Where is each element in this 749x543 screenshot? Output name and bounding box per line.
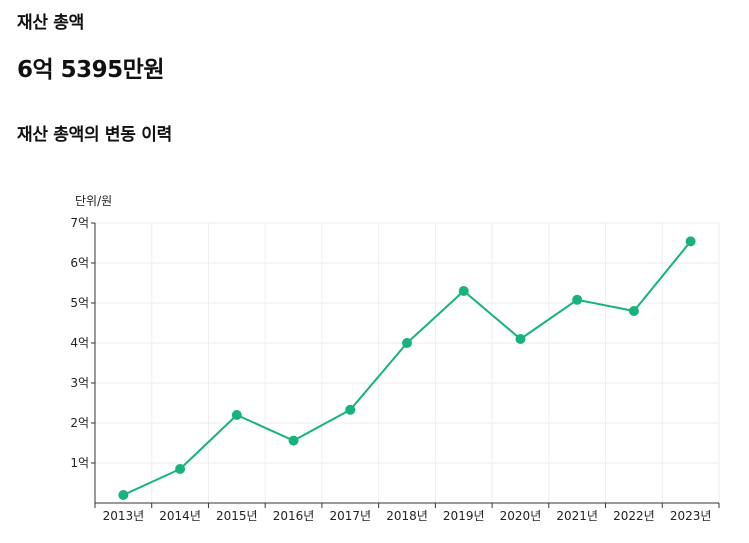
x-tick-label: 2018년	[386, 509, 428, 523]
x-tick-label: 2017년	[329, 509, 371, 523]
data-point	[231, 410, 242, 420]
data-point	[572, 294, 583, 305]
y-tick-label: 6억	[70, 256, 89, 270]
x-tick-label: 2023년	[670, 509, 712, 523]
data-point	[175, 464, 186, 474]
x-tick-label: 2019년	[443, 509, 485, 523]
data-point	[515, 334, 526, 344]
data-point	[345, 404, 356, 415]
y-tick-label: 4억	[70, 336, 89, 350]
data-point	[458, 286, 469, 296]
chart-title: 재산 총액의 변동 이력	[17, 125, 172, 145]
y-tick-label: 7억	[70, 216, 89, 230]
x-tick-label: 2015년	[216, 509, 258, 523]
data-point	[402, 338, 412, 348]
y-tick-label: 5억	[70, 296, 89, 310]
x-tick-label: 2020년	[500, 509, 542, 523]
axes	[91, 222, 720, 508]
data-point	[118, 490, 129, 500]
total-assets-label: 재산 총액	[17, 13, 84, 33]
data-point	[685, 236, 696, 247]
x-tick-label: 2021년	[556, 509, 598, 523]
data-point	[288, 435, 299, 446]
x-tick-label: 2016년	[273, 509, 315, 523]
x-tick-label: 2022년	[613, 509, 655, 523]
series	[118, 236, 696, 500]
y-unit-label: 단위/원	[75, 194, 112, 208]
y-tick-label: 3억	[70, 376, 89, 390]
x-tick-label: 2014년	[159, 509, 201, 523]
tick-labels: 1억 2억 3억 4억 5억 6억 7억 2013년 2014년 2015년 2016년 2017년 2…	[70, 216, 711, 523]
data-point	[628, 306, 639, 316]
x-tick-label: 2013년	[103, 509, 145, 523]
y-tick-label: 2억	[70, 416, 89, 430]
total-assets-value: 6억 5395만원	[17, 57, 165, 83]
y-tick-label: 1억	[70, 456, 89, 470]
